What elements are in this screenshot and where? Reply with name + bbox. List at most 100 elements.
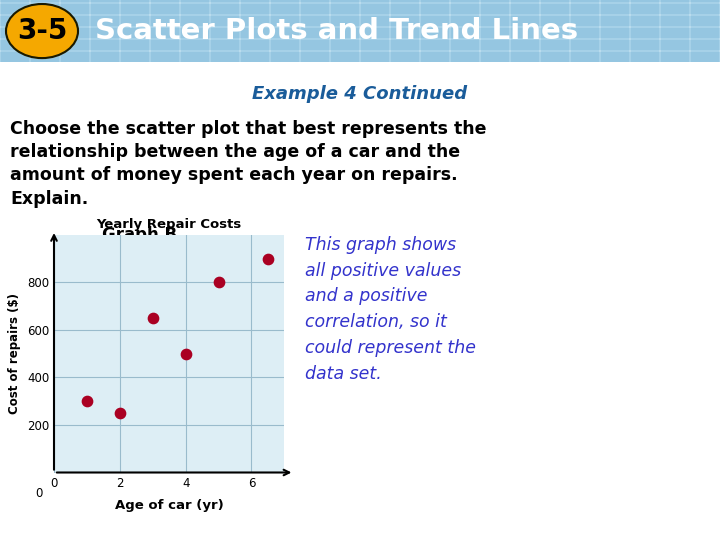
Bar: [360, 27, 389, 38]
Bar: [420, 27, 449, 38]
Bar: [210, 3, 239, 14]
Bar: [90, 0, 119, 2]
Bar: [60, 0, 89, 2]
Text: Graph B: Graph B: [102, 226, 178, 244]
Point: [114, 409, 125, 417]
Bar: [240, 27, 269, 38]
Bar: [60, 3, 89, 14]
Bar: [30, 3, 59, 14]
Bar: [120, 15, 149, 26]
Bar: [660, 3, 689, 14]
Bar: [150, 15, 179, 26]
Bar: [420, 0, 449, 2]
Bar: [180, 51, 209, 62]
Bar: [420, 3, 449, 14]
Bar: [480, 27, 509, 38]
Bar: [540, 15, 569, 26]
Bar: [360, 0, 389, 2]
Bar: [0, 3, 29, 14]
Bar: [210, 27, 239, 38]
Bar: [0, 0, 29, 2]
Bar: [360, 51, 389, 62]
Text: amount of money spent each year on repairs.: amount of money spent each year on repai…: [10, 166, 458, 185]
Bar: [480, 0, 509, 2]
Bar: [540, 51, 569, 62]
Text: Choose the scatter plot that best represents the: Choose the scatter plot that best repres…: [10, 120, 487, 138]
Bar: [630, 51, 659, 62]
Bar: [510, 0, 539, 2]
Text: relationship between the age of a car and the: relationship between the age of a car an…: [10, 143, 460, 161]
Bar: [600, 3, 629, 14]
Bar: [390, 0, 419, 2]
Bar: [450, 3, 479, 14]
Bar: [60, 27, 89, 38]
Point: [147, 314, 158, 322]
Bar: [360, 3, 389, 14]
Text: Holt McDougal Algebra 1: Holt McDougal Algebra 1: [9, 516, 193, 529]
Bar: [690, 3, 719, 14]
Bar: [330, 3, 359, 14]
Bar: [360, 39, 389, 50]
Bar: [660, 51, 689, 62]
Bar: [180, 3, 209, 14]
Bar: [330, 39, 359, 50]
Bar: [240, 51, 269, 62]
Bar: [210, 15, 239, 26]
Bar: [180, 15, 209, 26]
Bar: [150, 39, 179, 50]
X-axis label: Age of car (yr): Age of car (yr): [114, 499, 224, 512]
Text: 0: 0: [35, 487, 42, 500]
Bar: [60, 51, 89, 62]
Bar: [540, 3, 569, 14]
Bar: [450, 39, 479, 50]
Bar: [570, 0, 599, 2]
Bar: [270, 3, 299, 14]
Bar: [150, 3, 179, 14]
Bar: [630, 27, 659, 38]
Bar: [480, 51, 509, 62]
Text: Example 4 Continued: Example 4 Continued: [253, 85, 467, 103]
Bar: [450, 15, 479, 26]
Bar: [330, 0, 359, 2]
Bar: [360, 15, 389, 26]
Bar: [60, 15, 89, 26]
Bar: [270, 27, 299, 38]
Bar: [240, 15, 269, 26]
Bar: [450, 0, 479, 2]
Bar: [600, 15, 629, 26]
Bar: [510, 27, 539, 38]
Ellipse shape: [6, 4, 78, 58]
Bar: [150, 51, 179, 62]
Bar: [540, 39, 569, 50]
Point: [213, 278, 225, 287]
Bar: [510, 15, 539, 26]
Bar: [450, 51, 479, 62]
Bar: [90, 39, 119, 50]
Bar: [120, 0, 149, 2]
Bar: [420, 39, 449, 50]
Bar: [570, 3, 599, 14]
Text: 3-5: 3-5: [17, 17, 67, 45]
Bar: [120, 51, 149, 62]
Bar: [0, 27, 29, 38]
Bar: [330, 15, 359, 26]
Bar: [420, 51, 449, 62]
Bar: [30, 51, 59, 62]
Point: [81, 397, 93, 406]
Text: This graph shows
all positive values
and a positive
correlation, so it
could rep: This graph shows all positive values and…: [305, 236, 476, 382]
Bar: [180, 39, 209, 50]
Bar: [0, 51, 29, 62]
Bar: [690, 0, 719, 2]
Bar: [630, 15, 659, 26]
Bar: [600, 39, 629, 50]
Bar: [30, 15, 59, 26]
Bar: [630, 3, 659, 14]
Bar: [690, 15, 719, 26]
Bar: [300, 15, 329, 26]
Bar: [180, 0, 209, 2]
Bar: [0, 39, 29, 50]
Bar: [150, 0, 179, 2]
Bar: [300, 51, 329, 62]
Bar: [150, 27, 179, 38]
Bar: [600, 51, 629, 62]
